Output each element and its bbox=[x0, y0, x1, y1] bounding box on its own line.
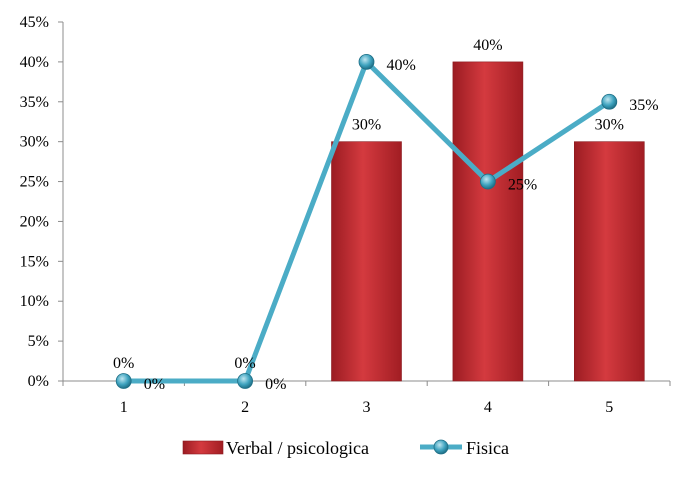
x-tick-label: 4 bbox=[484, 399, 492, 416]
data-label-fisica: 0% bbox=[144, 376, 165, 393]
y-tick-label: 35% bbox=[20, 94, 49, 111]
data-label-verbal: 0% bbox=[113, 355, 134, 372]
data-label-verbal: 0% bbox=[234, 355, 255, 372]
data-label-fisica: 0% bbox=[265, 376, 286, 393]
legend-swatch-bar bbox=[182, 440, 224, 455]
legend-label-verbal: Verbal / psicologica bbox=[226, 438, 369, 458]
marker-fisica-4 bbox=[479, 173, 496, 190]
x-tick-label: 3 bbox=[363, 399, 371, 416]
x-tick-label: 1 bbox=[120, 399, 128, 416]
x-tick-label: 5 bbox=[605, 399, 613, 416]
marker-fisica-5 bbox=[601, 93, 618, 110]
data-label-verbal: 30% bbox=[595, 117, 624, 134]
legend-swatch-marker bbox=[433, 439, 449, 455]
marker-fisica-3 bbox=[358, 53, 375, 70]
legend-label-fisica: Fisica bbox=[466, 438, 509, 458]
data-label-fisica: 25% bbox=[508, 177, 537, 194]
data-label-verbal: 30% bbox=[352, 117, 381, 134]
y-tick-label: 45% bbox=[20, 14, 49, 31]
x-tick-label: 2 bbox=[241, 399, 249, 416]
bar-verbal-5 bbox=[573, 141, 645, 382]
bar-verbal-3 bbox=[331, 141, 402, 382]
y-tick-label: 10% bbox=[20, 293, 49, 310]
y-tick-label: 30% bbox=[20, 134, 49, 151]
marker-fisica-1 bbox=[115, 373, 132, 389]
y-tick-label: 40% bbox=[20, 54, 49, 71]
legend: Verbal / psicologica Fisica bbox=[182, 438, 509, 458]
marker-fisica-2 bbox=[237, 373, 254, 389]
bar-verbal-4 bbox=[452, 61, 524, 382]
data-label-verbal: 40% bbox=[473, 37, 502, 54]
y-tick-label: 15% bbox=[20, 253, 49, 270]
data-label-fisica: 40% bbox=[387, 57, 416, 74]
y-tick-label: 5% bbox=[28, 333, 49, 350]
y-tick-label: 25% bbox=[20, 174, 49, 191]
data-label-fisica: 35% bbox=[629, 97, 658, 114]
y-tick-label: 20% bbox=[20, 213, 49, 230]
y-tick-label: 0% bbox=[28, 373, 49, 390]
